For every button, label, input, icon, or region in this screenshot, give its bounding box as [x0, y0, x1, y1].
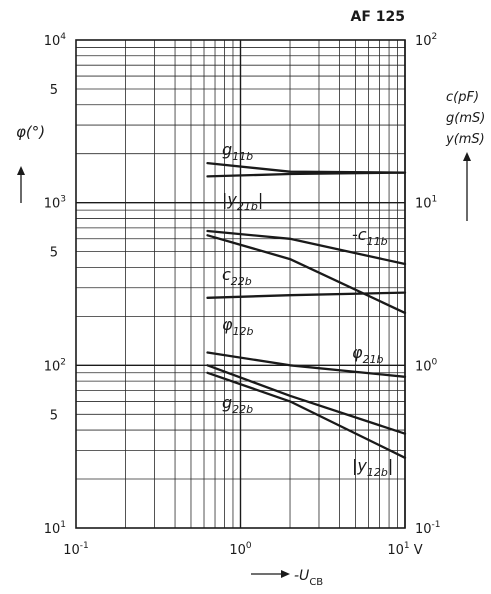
right-tick-label: 101	[415, 195, 437, 212]
series-line-y-12b	[206, 371, 407, 459]
left-tick-label: 103	[44, 195, 66, 212]
right-tick-label: 10-1	[415, 520, 441, 537]
x-axis-label: -UCB	[251, 568, 323, 588]
chart-title: AF 125	[351, 9, 406, 25]
x-tick-label: 100	[229, 541, 252, 558]
left-tick-label-minor: 5	[50, 246, 58, 261]
left-tick-label-minor: 5	[50, 408, 58, 423]
right-axis-label-y: y(mS)	[445, 132, 485, 147]
series-label-g-11b: g11b	[222, 140, 253, 163]
series-line-g-11b	[206, 161, 407, 174]
series-line-c-22b	[206, 234, 407, 315]
series-label-y-21b: |y21b|	[222, 190, 263, 213]
series-label-y-12b: |y12b|	[352, 456, 393, 479]
right-axis-label-c: c(pF)	[446, 90, 479, 105]
x-tick-label: 101 V	[387, 541, 422, 558]
x-unit-label: V	[410, 543, 423, 558]
curves	[206, 161, 407, 459]
series-label-c-22b: c22b	[222, 265, 252, 288]
series-label--21b: φ21b	[352, 343, 384, 366]
x-axis-arrow-head	[281, 570, 290, 578]
series-line-c-11b	[206, 229, 407, 266]
left-axis-title: φ(°)	[16, 123, 45, 141]
series-label-c-11b: -c11b	[352, 225, 388, 248]
right-axis-arrow-head	[463, 152, 471, 161]
right-axis-labels: c(pF) g(mS) y(mS)	[445, 90, 485, 221]
x-tick-label: 10-1	[63, 541, 89, 558]
series-line--12b	[206, 291, 407, 299]
plot-frame	[75, 39, 406, 529]
x-axis-title: -UCB	[294, 568, 323, 588]
left-tick-label-minor: 5	[50, 83, 58, 98]
series-label-g-22b: g22b	[222, 393, 253, 416]
series-line-y-21b	[206, 171, 407, 178]
labels: 104 103 102 101 5 5 5 102 101 100 10-1 10-1 100 101 V…	[44, 32, 441, 558]
right-tick-label: 102	[415, 32, 437, 49]
series-line--21b	[206, 351, 407, 378]
left-tick-label: 101	[44, 520, 66, 537]
left-tick-label: 102	[44, 357, 66, 374]
series-label--12b: φ12b	[222, 315, 254, 338]
left-axis-label: φ(°)	[16, 123, 45, 203]
left-tick-label: 104	[44, 32, 67, 49]
right-axis-label-g: g(mS)	[446, 111, 485, 126]
left-axis-arrow-head	[17, 166, 25, 175]
right-tick-label: 100	[415, 357, 438, 374]
grid	[76, 40, 406, 528]
series-line-g-22b	[206, 364, 407, 435]
